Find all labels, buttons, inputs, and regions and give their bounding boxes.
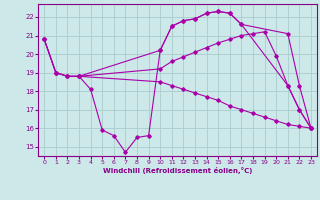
X-axis label: Windchill (Refroidissement éolien,°C): Windchill (Refroidissement éolien,°C) bbox=[103, 167, 252, 174]
